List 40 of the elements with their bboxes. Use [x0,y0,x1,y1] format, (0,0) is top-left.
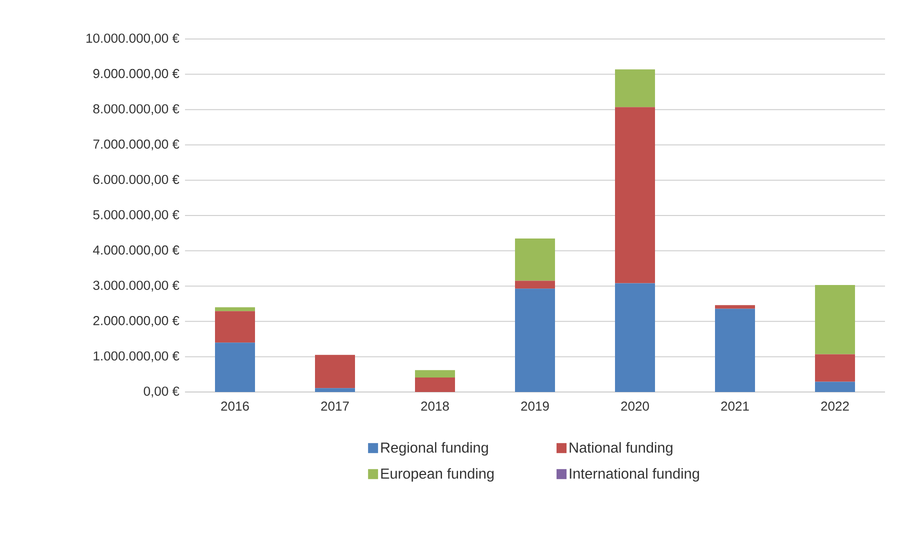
bar [515,238,556,281]
y-tick-label: 9.000.000,00 € [93,68,180,80]
y-tick-label: 0,00 € [144,386,180,398]
y-tick-label: 6.000.000,00 € [93,174,180,186]
bar [615,283,656,392]
y-tick-label: 2.000.000,00 € [93,316,180,327]
x-tick-label: 2016 [221,402,249,411]
y-tick-label: 5.000.000,00 € [93,210,180,221]
bar [415,370,456,378]
y-tick-label: 3.000.000,00 € [93,280,180,292]
bar [715,305,756,309]
bar [615,107,656,284]
bar [715,308,756,392]
y-tick-label: 4.000.000,00 € [93,245,180,256]
legend-label: Regional funding [381,442,488,456]
bar [315,388,356,392]
y-tick-label: 8.000.000,00 € [93,104,180,115]
bar [215,311,256,343]
bar [815,354,856,382]
legend-label: European funding [381,468,494,482]
legend-label: International funding [570,468,699,482]
bar [615,69,656,108]
legend-label: National funding [570,442,672,456]
x-tick-label: 2017 [321,402,349,411]
bar [315,354,356,388]
y-tick-label: 10.000.000,00 € [86,34,180,44]
x-tick-label: 2020 [621,402,649,411]
bar [215,342,256,392]
x-tick-label: 2019 [521,402,549,411]
x-tick-label: 2021 [721,402,749,411]
bar [815,382,856,392]
bar [415,378,456,392]
x-tick-label: 2018 [421,402,449,411]
bar [515,288,556,392]
y-tick-label: 1.000.000,00 € [94,351,180,362]
y-tick-label: 7.000.000,00 € [93,140,180,150]
bar [215,307,256,312]
x-tick-label: 2022 [821,402,849,411]
bar [515,280,556,289]
bar [815,285,856,354]
